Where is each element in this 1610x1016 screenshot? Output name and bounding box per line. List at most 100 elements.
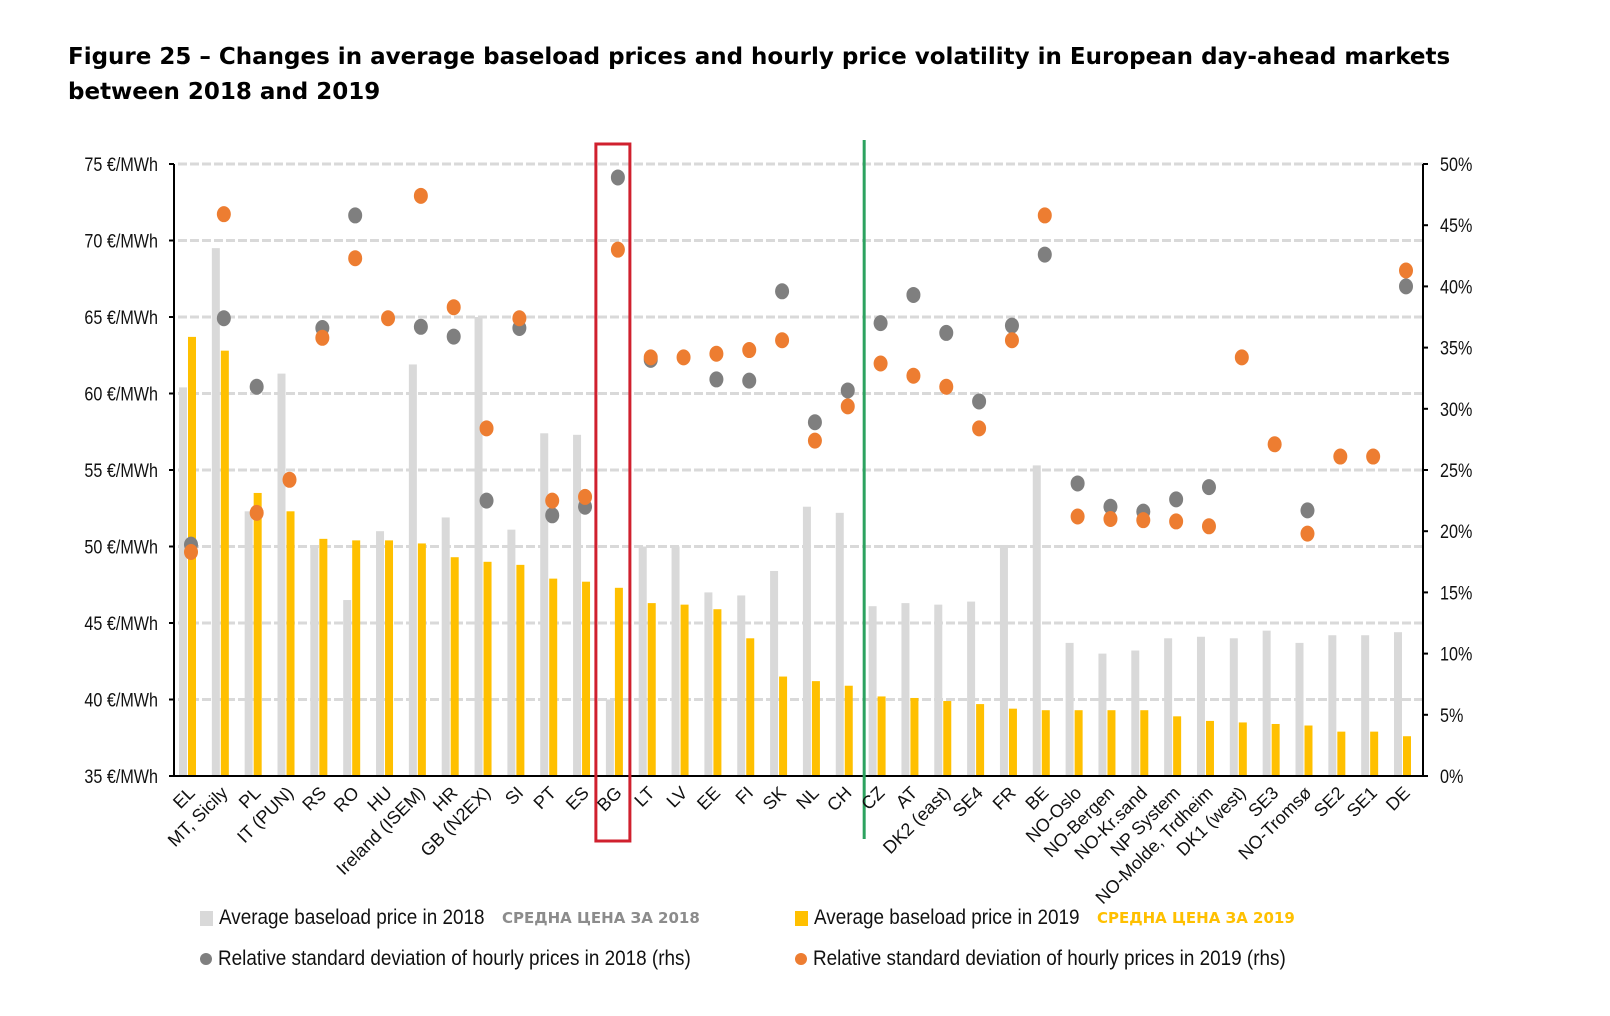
dot-rsd-2019 (1234, 349, 1249, 366)
bar-2019 (614, 587, 623, 776)
left-tick-label: 50 €/MWh (84, 536, 158, 558)
right-tick-label: 5% (1440, 705, 1464, 727)
x-tick-label: SI (501, 783, 527, 809)
dot-rsd-2018 (742, 372, 757, 389)
bar-2019 (811, 681, 820, 776)
gridlines (178, 162, 1423, 701)
dot-rsd-2019 (1267, 436, 1282, 453)
left-tick-label: 75 €/MWh (84, 154, 158, 176)
bar-2019 (1140, 710, 1149, 776)
bar-2019 (1205, 720, 1214, 776)
legend-item-2018-price: Average baseload price in 2018 СРЕДНА ЦЕ… (200, 906, 700, 930)
dot-rsd-2019 (972, 420, 987, 437)
dot-rsd-2018 (249, 378, 264, 395)
legend-item-2019-price: Average baseload price in 2019 СРЕДНА ЦЕ… (795, 906, 1295, 930)
dot-rsd-2019 (578, 488, 593, 505)
dot-rsd-2018 (479, 492, 494, 509)
x-tick-label: LT (631, 783, 659, 811)
bar-2018 (1361, 635, 1370, 776)
dot-rsd-2019 (216, 206, 231, 223)
bar-2018 (211, 248, 220, 776)
dot-rsd-2019 (413, 187, 428, 204)
dot-rsd-2019 (1366, 448, 1381, 465)
dot-rsd-2018 (348, 207, 363, 224)
bar-2019 (910, 697, 919, 776)
x-tick-label: BG (593, 783, 626, 816)
dot-rsd-2018 (413, 318, 428, 335)
dot-rsd-2018 (1037, 246, 1052, 263)
x-tick-label: DE (1382, 783, 1414, 815)
dot-rsd-2018 (873, 315, 888, 332)
legend-swatch-2019-price (795, 910, 808, 926)
bar-2018 (999, 544, 1008, 776)
bar-2019 (450, 557, 459, 776)
bar-2018 (540, 433, 549, 776)
dot-rsd-2019 (479, 420, 494, 437)
x-tick-label: PT (530, 783, 560, 813)
dot-rsd-2019 (610, 241, 625, 258)
bar-2018 (934, 604, 943, 776)
bar-2018 (1065, 642, 1074, 776)
right-tick-label: 25% (1440, 460, 1473, 482)
dot-rsd-2018 (1201, 479, 1216, 496)
dot-rsd-2019 (840, 398, 855, 415)
dot-rsd-2019 (1037, 207, 1052, 224)
legend-swatch-2019-rsd (795, 953, 807, 965)
bar-2018 (376, 531, 385, 776)
right-tick-label: 20% (1440, 521, 1473, 543)
dot-rsd-2019 (1333, 448, 1348, 465)
right-tick-label: 0% (1440, 766, 1464, 788)
bar-2018 (1164, 638, 1173, 776)
bar-2018 (277, 373, 286, 776)
bar-2019 (1304, 725, 1313, 776)
dot-rsd-2019 (742, 342, 757, 359)
bar-2018 (1032, 465, 1041, 776)
bar-2019 (1403, 736, 1411, 776)
bar-2019 (549, 578, 558, 776)
dot-rsd-2018 (1300, 502, 1315, 519)
dot-rsd-2018 (1103, 498, 1118, 515)
bar-2019 (1337, 731, 1346, 776)
bar-2018 (507, 529, 516, 776)
right-tick-label: 50% (1440, 154, 1473, 176)
left-tick-label: 60 €/MWh (84, 383, 158, 405)
right-tick-label: 30% (1440, 399, 1473, 421)
legend-note: СРЕДНА ЦЕНА ЗА 2018 (502, 909, 700, 927)
bar-2019 (680, 604, 689, 776)
dots (184, 169, 1413, 561)
dot-rsd-2019 (1201, 518, 1216, 535)
bar-2018 (1328, 635, 1337, 776)
dot-rsd-2019 (315, 329, 330, 346)
dot-rsd-2019 (249, 504, 264, 521)
bar-2018 (573, 434, 582, 776)
bar-2019 (220, 350, 229, 776)
left-tick-label: 55 €/MWh (84, 460, 158, 482)
bar-2019 (1107, 710, 1116, 776)
dot-rsd-2018 (840, 382, 855, 399)
x-tick-label: SE4 (949, 783, 987, 821)
bg-highlight-box (594, 142, 632, 843)
x-tick-label: SE2 (1310, 783, 1348, 821)
dot-rsd-2018 (1399, 278, 1413, 295)
legend-swatch-2018-price (200, 910, 213, 926)
dot-rsd-2019 (1103, 510, 1118, 527)
dot-rsd-2018 (610, 169, 625, 186)
bar-2018 (310, 546, 319, 776)
dot-rsd-2019 (939, 378, 954, 395)
dot-rsd-2019 (643, 349, 658, 366)
dot-rsd-2018 (709, 371, 724, 388)
bar-2018 (1098, 653, 1107, 776)
dot-rsd-2018 (545, 507, 560, 524)
bar-2018 (802, 506, 811, 776)
bar-2019 (1041, 710, 1050, 776)
dot-rsd-2019 (1136, 512, 1151, 529)
x-tick-label: RO (330, 783, 363, 816)
legend-item-2019-rsd: Relative standard deviation of hourly pr… (795, 947, 1338, 971)
legend-item-2018-rsd: Relative standard deviation of hourly pr… (200, 947, 743, 971)
bar-2019 (417, 543, 426, 776)
dot-rsd-2019 (545, 492, 560, 509)
dot-rsd-2018 (1070, 475, 1085, 492)
bar-2018 (835, 512, 844, 776)
